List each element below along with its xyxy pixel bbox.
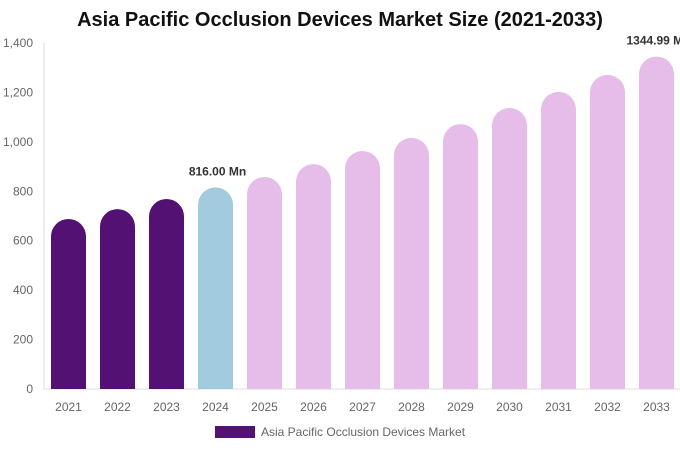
y-tick-label: 600 xyxy=(13,234,33,248)
chart-title: Asia Pacific Occlusion Devices Market Si… xyxy=(77,9,603,31)
x-tick-label: 2022 xyxy=(104,400,131,414)
bar-2026 xyxy=(296,164,331,389)
data-label-2024: 816.00 Mn xyxy=(189,164,246,178)
x-tick-label: 2031 xyxy=(545,400,572,414)
y-tick-label: 200 xyxy=(13,333,33,347)
x-tick-label: 2032 xyxy=(594,400,621,414)
bar-2024 xyxy=(198,187,233,389)
y-tick-label: 1,200 xyxy=(3,85,33,99)
bar-2027 xyxy=(345,151,380,389)
legend-label: Asia Pacific Occlusion Devices Market xyxy=(261,425,466,439)
y-tick-label: 400 xyxy=(13,283,33,297)
data-label-2033: 1344.99 Mn xyxy=(626,34,680,48)
bar-2021 xyxy=(51,218,86,389)
x-tick-label: 2028 xyxy=(398,400,425,414)
bar-2031 xyxy=(541,91,576,389)
bar-2032 xyxy=(590,74,625,389)
bar-2028 xyxy=(394,137,429,389)
bar-2030 xyxy=(492,107,527,390)
x-tick-label: 2027 xyxy=(349,400,376,414)
y-tick-label: 1,000 xyxy=(3,135,33,149)
x-tick-label: 2026 xyxy=(300,400,327,414)
x-tick-label: 2033 xyxy=(643,400,670,414)
x-tick-label: 2021 xyxy=(55,400,82,414)
x-tick-label: 2025 xyxy=(251,400,278,414)
x-tick-label: 2024 xyxy=(202,400,229,414)
bar-2023 xyxy=(149,198,184,389)
bar-2033 xyxy=(639,56,674,389)
bar-2029 xyxy=(443,124,478,389)
legend: Asia Pacific Occlusion Devices Market xyxy=(215,425,465,439)
x-tick-label: 2023 xyxy=(153,400,180,414)
y-tick-label: 1,400 xyxy=(3,36,33,50)
x-tick-label: 2030 xyxy=(496,400,523,414)
y-tick-label: 0 xyxy=(26,382,33,396)
x-tick-label: 2029 xyxy=(447,400,474,414)
y-tick-label: 800 xyxy=(13,184,33,198)
legend-swatch xyxy=(215,426,255,438)
bar-2022 xyxy=(100,209,135,389)
bar-2025 xyxy=(247,176,282,389)
